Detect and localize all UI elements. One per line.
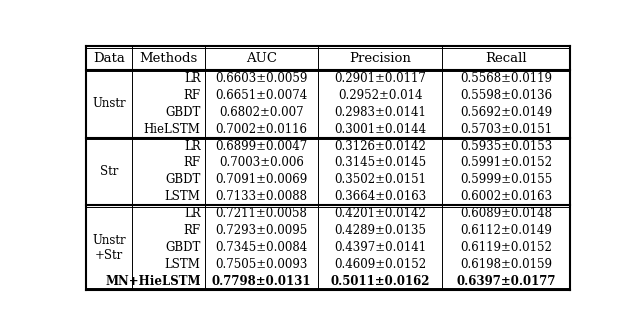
Text: 0.2952±0.014: 0.2952±0.014 bbox=[338, 89, 422, 102]
Text: 0.5692±0.0149: 0.5692±0.0149 bbox=[460, 106, 552, 119]
Text: Methods: Methods bbox=[139, 52, 197, 65]
Text: Str: Str bbox=[100, 165, 118, 178]
Text: RF: RF bbox=[184, 157, 200, 169]
Text: Unstr: Unstr bbox=[92, 97, 125, 110]
Text: AUC: AUC bbox=[246, 52, 277, 65]
Text: 0.7133±0.0088: 0.7133±0.0088 bbox=[216, 190, 307, 203]
Text: 0.7505±0.0093: 0.7505±0.0093 bbox=[215, 258, 308, 271]
Text: 0.6603±0.0059: 0.6603±0.0059 bbox=[215, 72, 308, 85]
Text: 0.5999±0.0155: 0.5999±0.0155 bbox=[460, 173, 552, 186]
Text: 0.7211±0.0058: 0.7211±0.0058 bbox=[216, 207, 307, 220]
Text: 0.5011±0.0162: 0.5011±0.0162 bbox=[330, 275, 430, 288]
Text: 0.6112±0.0149: 0.6112±0.0149 bbox=[460, 224, 552, 237]
Text: 0.7293±0.0095: 0.7293±0.0095 bbox=[215, 224, 308, 237]
Text: 0.4289±0.0135: 0.4289±0.0135 bbox=[334, 224, 426, 237]
Text: 0.5703±0.0151: 0.5703±0.0151 bbox=[460, 123, 552, 136]
Text: 0.5598±0.0136: 0.5598±0.0136 bbox=[460, 89, 552, 102]
Text: 0.3126±0.0142: 0.3126±0.0142 bbox=[334, 140, 426, 153]
Text: 0.5935±0.0153: 0.5935±0.0153 bbox=[460, 140, 552, 153]
Text: 0.6089±0.0148: 0.6089±0.0148 bbox=[460, 207, 552, 220]
Text: Data: Data bbox=[93, 52, 125, 65]
Text: 0.3001±0.0144: 0.3001±0.0144 bbox=[334, 123, 426, 136]
Text: MN+HieLSTM: MN+HieLSTM bbox=[105, 275, 200, 288]
Text: 0.6397±0.0177: 0.6397±0.0177 bbox=[456, 275, 556, 288]
Text: 0.7003±0.006: 0.7003±0.006 bbox=[219, 157, 304, 169]
Text: 0.4397±0.0141: 0.4397±0.0141 bbox=[334, 241, 426, 254]
Text: Recall: Recall bbox=[485, 52, 527, 65]
Text: HieLSTM: HieLSTM bbox=[144, 123, 200, 136]
Text: 0.6119±0.0152: 0.6119±0.0152 bbox=[460, 241, 552, 254]
Text: LR: LR bbox=[184, 140, 200, 153]
Text: 0.6651±0.0074: 0.6651±0.0074 bbox=[215, 89, 308, 102]
Text: GBDT: GBDT bbox=[165, 241, 200, 254]
Text: 0.7345±0.0084: 0.7345±0.0084 bbox=[215, 241, 308, 254]
Text: LSTM: LSTM bbox=[164, 190, 200, 203]
Text: 0.4201±0.0142: 0.4201±0.0142 bbox=[334, 207, 426, 220]
Text: Precision: Precision bbox=[349, 52, 411, 65]
Text: 0.6002±0.0163: 0.6002±0.0163 bbox=[460, 190, 552, 203]
Text: 0.3664±0.0163: 0.3664±0.0163 bbox=[334, 190, 426, 203]
Text: 0.5991±0.0152: 0.5991±0.0152 bbox=[460, 157, 552, 169]
Text: 0.3502±0.0151: 0.3502±0.0151 bbox=[334, 173, 426, 186]
Text: 0.6802±0.007: 0.6802±0.007 bbox=[219, 106, 304, 119]
Text: Unstr
+Str: Unstr +Str bbox=[92, 234, 125, 262]
Text: 0.2983±0.0141: 0.2983±0.0141 bbox=[334, 106, 426, 119]
Text: 0.7798±0.0131: 0.7798±0.0131 bbox=[212, 275, 311, 288]
Text: RF: RF bbox=[184, 89, 200, 102]
Text: 0.6198±0.0159: 0.6198±0.0159 bbox=[460, 258, 552, 271]
Text: LR: LR bbox=[184, 72, 200, 85]
Text: GBDT: GBDT bbox=[165, 173, 200, 186]
Text: LSTM: LSTM bbox=[164, 258, 200, 271]
Text: 0.5568±0.0119: 0.5568±0.0119 bbox=[460, 72, 552, 85]
Text: 0.6899±0.0047: 0.6899±0.0047 bbox=[215, 140, 308, 153]
Text: 0.3145±0.0145: 0.3145±0.0145 bbox=[334, 157, 426, 169]
Text: GBDT: GBDT bbox=[165, 106, 200, 119]
Text: 0.4609±0.0152: 0.4609±0.0152 bbox=[334, 258, 426, 271]
Text: LR: LR bbox=[184, 207, 200, 220]
Text: 0.2901±0.0117: 0.2901±0.0117 bbox=[334, 72, 426, 85]
Text: RF: RF bbox=[184, 224, 200, 237]
Text: 0.7002±0.0116: 0.7002±0.0116 bbox=[216, 123, 307, 136]
Text: 0.7091±0.0069: 0.7091±0.0069 bbox=[215, 173, 308, 186]
